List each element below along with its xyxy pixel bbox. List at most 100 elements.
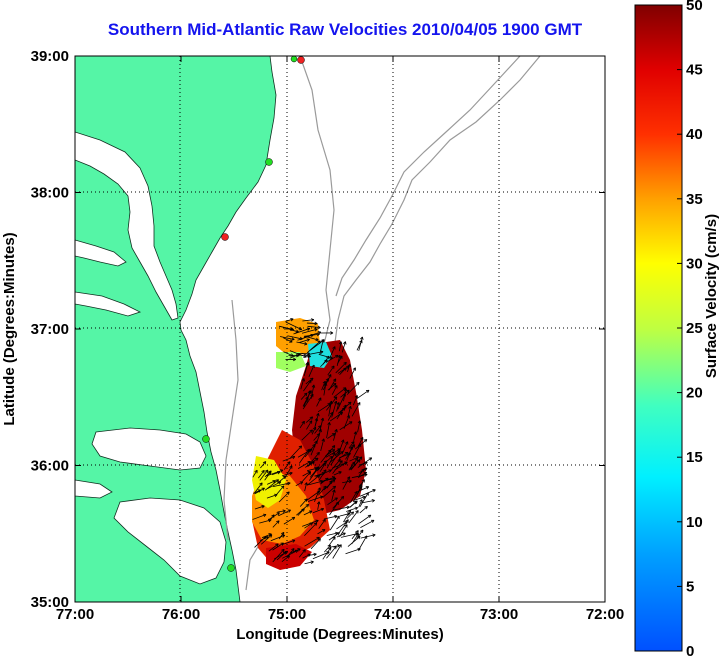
y-tick-label: 39:00 (31, 48, 69, 65)
velocity-arrow-head (334, 383, 337, 387)
velocity-arrow (303, 510, 313, 516)
x-tick-label: 76:00 (162, 606, 200, 623)
velocity-arrow-head (340, 412, 344, 416)
velocity-arrow-head (365, 439, 368, 443)
velocity-arrow-head (335, 401, 338, 405)
velocity-arrow-head (319, 340, 321, 344)
velocity-arrow-head (336, 355, 339, 359)
velocity-arrow-head (346, 505, 350, 508)
velocity-arrow (337, 393, 346, 410)
velocity-arrow-head (343, 341, 346, 344)
velocity-arrow (273, 550, 288, 560)
velocity-arrow (296, 504, 309, 516)
velocity-arrow (329, 515, 340, 531)
velocity-arrow (347, 364, 351, 372)
velocity-arrow (259, 469, 269, 481)
velocity-arrow-head (333, 396, 337, 399)
velocity-arrow-head (311, 416, 314, 420)
velocity-arrow (327, 412, 334, 421)
velocity-arrow (324, 449, 335, 457)
velocity-arrow (341, 341, 346, 353)
velocity-arrow-head (277, 520, 280, 524)
velocity-arrow (323, 478, 337, 481)
velocity-arrow-head (270, 534, 273, 538)
velocity-arrow-head (311, 364, 315, 368)
velocity-arrow (305, 377, 314, 385)
velocity-arrow-head (358, 536, 361, 540)
velocity-arrow-head (361, 468, 365, 471)
velocity-patch-green (276, 352, 306, 372)
velocity-arrow-head (342, 496, 345, 500)
velocity-arrow-head (334, 515, 338, 519)
velocity-arrow (253, 482, 263, 494)
velocity-arrow-head (311, 384, 315, 388)
velocity-arrow (299, 421, 305, 429)
velocity-arrow-head (303, 508, 305, 512)
velocity-arrow (309, 339, 325, 351)
velocity-arrow-head (337, 545, 341, 548)
velocity-arrow-head (262, 536, 266, 538)
velocity-arrow-head (329, 422, 331, 426)
velocity-arrow-head (372, 500, 375, 503)
velocity-arrow (317, 529, 326, 535)
velocity-arrow (283, 516, 296, 525)
velocity-arrow (278, 325, 294, 331)
velocity-arrow-head (281, 548, 285, 551)
velocity-arrow (343, 388, 347, 402)
velocity-arrow-head (317, 340, 321, 343)
velocity-arrow (319, 417, 324, 432)
x-axis-ticks: 77:00 76:00 75:00 74:00 73:00 72:00 (56, 56, 624, 623)
velocity-arrow-head (323, 469, 327, 472)
velocity-arrow-head (316, 337, 319, 341)
velocity-arrow (297, 508, 305, 516)
velocity-arrow-head (336, 402, 340, 405)
velocity-arrow (266, 469, 283, 477)
velocity-arrow-head (347, 513, 351, 516)
velocity-arrow-head (282, 485, 285, 489)
velocity-arrow-head (318, 397, 322, 400)
chesapeake-bay (75, 131, 179, 321)
velocity-field (252, 317, 376, 570)
velocity-arrow-head (316, 418, 319, 422)
velocity-arrow-head (343, 407, 346, 411)
velocity-arrow-head (319, 495, 323, 497)
velocity-arrow-head (332, 346, 336, 349)
velocity-arrow (350, 491, 358, 503)
velocity-arrow (360, 534, 376, 539)
velocity-arrow (320, 438, 325, 451)
velocity-arrow-head (335, 497, 338, 501)
velocity-arrow (336, 355, 341, 367)
velocity-arrow (321, 381, 326, 391)
velocity-arrow-head (339, 355, 343, 358)
velocity-arrow-head (313, 384, 316, 388)
velocity-arrow-head (366, 506, 368, 510)
velocity-arrow (349, 367, 356, 379)
velocity-arrow-head (330, 331, 334, 334)
velocity-arrow (252, 470, 258, 478)
velocity-arrow-head (282, 475, 286, 478)
velocity-arrow-head (340, 341, 343, 345)
velocity-arrow-head (262, 461, 266, 463)
velocity-arrow (271, 471, 281, 476)
velocity-arrow-head (323, 485, 327, 488)
velocity-arrow-head (261, 469, 265, 472)
x-tick-label: 74:00 (374, 606, 412, 623)
velocity-arrow-head (291, 339, 295, 341)
velocity-arrow-head (351, 461, 355, 464)
velocity-arrow-head (346, 506, 350, 510)
velocity-arrow-head (348, 405, 351, 409)
colorbar-tick-label: 0 (686, 643, 694, 659)
velocity-arrow-head (340, 496, 344, 498)
velocity-arrow-head (356, 456, 359, 460)
velocity-arrow-head (333, 477, 337, 479)
velocity-arrow-head (336, 515, 340, 518)
velocity-arrow (307, 325, 321, 329)
velocity-arrow-head (328, 374, 332, 377)
velocity-arrow-head (348, 480, 352, 484)
velocity-arrow (311, 426, 316, 435)
velocity-arrow-head (315, 339, 319, 342)
velocity-arrow-head (312, 443, 316, 446)
velocity-arrow (302, 393, 314, 410)
velocity-arrow (303, 362, 309, 376)
